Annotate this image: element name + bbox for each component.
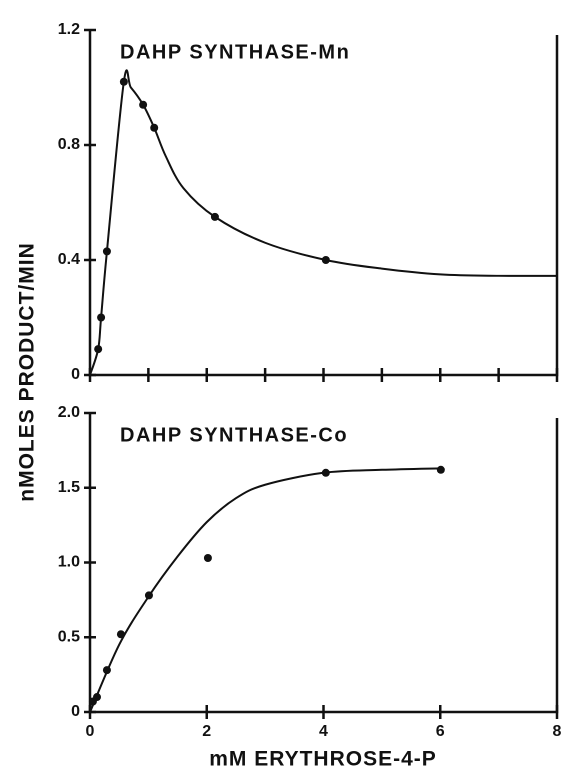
- y-axis-label: nMOLES PRODUCT/MIN: [16, 242, 39, 502]
- x-tick-label: 4: [319, 723, 328, 740]
- y-tick-label: 0.5: [58, 628, 80, 645]
- y-tick-label: 0: [71, 366, 80, 383]
- data-point: [144, 591, 153, 600]
- panel-title: DAHP SYNTHASE-Co: [120, 424, 348, 446]
- data-point: [102, 247, 111, 256]
- x-tick-label: 2: [202, 723, 211, 740]
- fit-curve: [89, 467, 441, 713]
- y-tick-label: 0.8: [58, 136, 80, 153]
- data-point: [436, 465, 445, 474]
- data-point: [102, 666, 111, 675]
- data-point: [94, 345, 103, 354]
- axis-frame: [88, 413, 559, 714]
- y-tick-label: 0.4: [58, 251, 80, 268]
- x-tick-label: 6: [436, 723, 445, 740]
- y-tick-label: 1.2: [58, 21, 80, 38]
- panel-title: DAHP SYNTHASE-Mn: [120, 41, 350, 63]
- y-tick-label: 1.0: [58, 554, 80, 571]
- fit-curve: [89, 69, 558, 376]
- data-point: [116, 630, 125, 639]
- data-point: [321, 256, 330, 264]
- x-axis-label: mM ERYTHROSE-4-P: [209, 748, 437, 771]
- x-tick-label: 8: [553, 723, 562, 740]
- y-tick-label: 2.0: [58, 404, 80, 421]
- data-point: [210, 212, 219, 221]
- y-tick-label: 0: [71, 703, 80, 720]
- data-point: [321, 468, 330, 477]
- data-point: [150, 123, 159, 132]
- data-point: [93, 693, 102, 702]
- axis-frame: [88, 30, 559, 377]
- data-point: [119, 77, 128, 86]
- data-point: [97, 313, 106, 322]
- y-tick-label: 1.5: [58, 479, 80, 496]
- data-point: [139, 100, 148, 109]
- data-point: [203, 554, 212, 563]
- x-tick-label: 0: [86, 723, 95, 740]
